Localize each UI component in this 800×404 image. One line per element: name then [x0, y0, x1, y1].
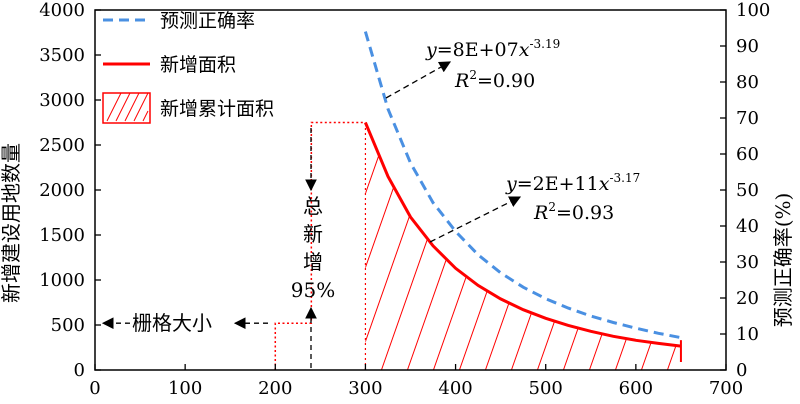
- legend-label-new-area: 新增面积: [160, 54, 236, 76]
- y2-tick-label: 50: [736, 180, 759, 201]
- legend-hatch-line: [124, 92, 140, 122]
- legend-hatch-line: [142, 110, 149, 122]
- eq1-y: y: [425, 39, 437, 61]
- y2-tick-label: 90: [736, 36, 759, 57]
- eq2-x: x: [599, 173, 610, 195]
- y-tick-label: 500: [51, 315, 85, 336]
- hatch-line: [365, 122, 408, 370]
- eq2-r-sup: 2: [548, 200, 556, 214]
- y-tick-label: 2500: [39, 135, 85, 156]
- y-axis-right: 0 10 20 30 40 50 60 70 80 90 100: [720, 0, 770, 381]
- cumulative-area: [225, 0, 681, 370]
- eq1-mid: =8E+07: [437, 39, 519, 61]
- equation-accuracy: y=8E+07x-3.19 R2=0.90: [385, 37, 560, 99]
- y-axis-label: 新增建设用地数量: [0, 143, 23, 303]
- svg-text:y=2E+11x-3.17: y=2E+11x-3.17: [505, 171, 640, 195]
- y-tick-label: 0: [74, 360, 85, 381]
- y-tick-label: 1000: [39, 270, 85, 291]
- svg-text:R2=0.93: R2=0.93: [533, 200, 614, 224]
- eq1-r-sup: 2: [469, 68, 477, 82]
- y-tick-label: 1500: [39, 225, 85, 246]
- x-axis: 0 100 200 300 400 500 600 700: [89, 364, 743, 399]
- series-line-accuracy: [363, 31, 682, 340]
- eq2-arrow: [429, 196, 522, 243]
- series-line-new-area: [364, 121, 682, 348]
- legend-label-accuracy: 预测正确率: [160, 10, 255, 32]
- y2-tick-label: 40: [736, 216, 759, 237]
- svg-text:y=8E+07x-3.19: y=8E+07x-3.19: [425, 37, 560, 61]
- equation-new-area: y=2E+11x-3.17 R2=0.93: [429, 171, 640, 243]
- legend-hatch-line: [106, 92, 122, 122]
- y2-axis-label: 预测正确率(%): [771, 193, 795, 328]
- y2-tick-label: 0: [736, 360, 747, 381]
- total-pct: 95%: [291, 278, 335, 302]
- x-tick-label: 100: [168, 378, 202, 399]
- eq1-arrow: [385, 61, 452, 99]
- x-tick-label: 0: [89, 378, 100, 399]
- hatch-line: [365, 122, 382, 370]
- hatch-line: [365, 122, 434, 370]
- y2-tick-label: 80: [736, 72, 759, 93]
- eq1-exp: -3.19: [529, 37, 560, 51]
- annotation-total-95: 总 新 增 95%: [291, 128, 335, 368]
- y2-tick-label: 30: [736, 252, 759, 273]
- hatch-line: [225, 0, 355, 370]
- x-tick-label: 300: [348, 378, 382, 399]
- step-line: [274, 121, 366, 370]
- x-tick-label: 600: [619, 378, 653, 399]
- legend-swatch-cumulative: [102, 92, 151, 124]
- y-tick-label: 4000: [39, 0, 85, 21]
- total-char-2: 新: [303, 222, 323, 246]
- eq2-mid: =2E+11: [517, 173, 599, 195]
- total-char-1: 总: [303, 194, 323, 218]
- eq2-r: R: [533, 202, 548, 224]
- y-tick-label: 2000: [39, 180, 85, 201]
- y-tick-label: 3500: [39, 45, 85, 66]
- eq1-x: x: [519, 39, 530, 61]
- y-tick-label: 3000: [39, 90, 85, 111]
- y2-tick-label: 100: [736, 0, 770, 21]
- y2-tick-label: 60: [736, 144, 759, 165]
- y2-tick-label: 10: [736, 324, 759, 345]
- y2-tick-label: 70: [736, 108, 759, 129]
- y-axis-left: 0 500 1000 1500 2000 2500 3000 3500 4000: [39, 0, 101, 381]
- x-tick-label: 700: [709, 378, 743, 399]
- total-char-3: 增: [303, 250, 323, 274]
- x-tick-label: 500: [529, 378, 563, 399]
- eq2-exp: -3.17: [609, 171, 640, 185]
- eq1-r-val: =0.90: [477, 70, 535, 92]
- eq1-r: R: [454, 70, 469, 92]
- legend-label-cumulative: 新增累计面积: [160, 98, 274, 120]
- legend: 预测正确率 新增面积 新增累计面积: [102, 10, 274, 124]
- y2-tick-label: 20: [736, 288, 759, 309]
- annotation-grid-size: 栅格大小: [101, 311, 270, 335]
- x-tick-label: 200: [258, 378, 292, 399]
- legend-hatch-line: [133, 92, 149, 122]
- legend-hatch-line: [115, 92, 131, 122]
- svg-text:R2=0.90: R2=0.90: [454, 68, 535, 92]
- eq2-r-val: =0.93: [556, 202, 614, 224]
- grid-size-label: 栅格大小: [132, 311, 212, 335]
- eq2-y: y: [505, 173, 517, 195]
- x-tick-label: 400: [438, 378, 472, 399]
